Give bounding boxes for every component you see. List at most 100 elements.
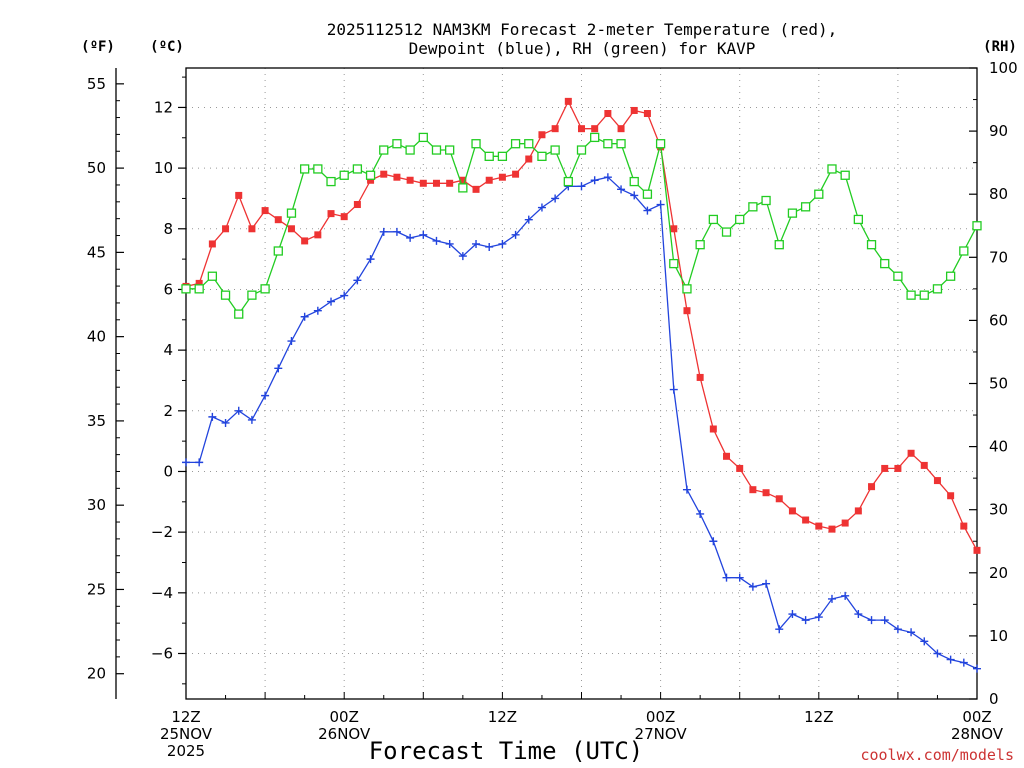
temperature-point [973, 546, 981, 554]
temperature-point [709, 425, 717, 433]
rh-point [260, 284, 270, 294]
fahrenheit-unit-label: (ºF) [81, 39, 115, 55]
fahrenheit-tick-label: 50 [87, 159, 106, 177]
temperature-point [960, 522, 968, 530]
dewpoint-point [577, 182, 586, 191]
temperature-point [881, 464, 889, 472]
dewpoint-point [182, 458, 190, 467]
rh-point [181, 284, 191, 294]
celsius-tick-label: −6 [151, 644, 173, 662]
temperature-point [446, 179, 454, 187]
temperature-point [630, 106, 638, 114]
rh-point [642, 189, 653, 199]
dewpoint-point [775, 625, 784, 634]
dewpoint-point [788, 610, 797, 619]
dewpoint-point [880, 616, 889, 625]
temperature-point [828, 525, 836, 533]
dewpoint-point [485, 242, 494, 251]
rh-point [695, 240, 705, 250]
temperature-point [920, 461, 928, 469]
plot-frame [185, 67, 978, 700]
rh-tick-label: 70 [989, 248, 1008, 266]
dewpoint-point [313, 306, 322, 315]
dewpoint-point [247, 415, 256, 424]
temperature-point [393, 173, 401, 181]
axes-layer: 121086420−2−4−65550454035302520100908070… [87, 59, 1018, 760]
dewpoint-point [537, 203, 546, 212]
rh-point [445, 145, 455, 155]
temperature-point [643, 110, 651, 118]
rh-point [392, 139, 402, 149]
x-tick-label: 2025 [167, 742, 205, 760]
rh-point [972, 221, 982, 231]
rh-point [893, 271, 903, 281]
temperature-point [222, 225, 230, 233]
dewpoint-point [682, 485, 691, 494]
dewpoint-point [406, 233, 415, 242]
temperature-point [340, 213, 348, 221]
temperature-point [512, 170, 520, 178]
temperature-point [432, 179, 440, 187]
fahrenheit-tick-label: 35 [87, 412, 106, 430]
fahrenheit-tick-label: 45 [87, 243, 106, 261]
rh-tick-label: 20 [989, 564, 1008, 582]
rh-point [431, 145, 442, 155]
dewpoint-point [432, 236, 441, 245]
temperature-point [947, 492, 955, 500]
celsius-tick-label: 4 [163, 341, 173, 359]
dewpoint-point [762, 579, 771, 588]
fahrenheit-tick-label: 55 [87, 75, 106, 93]
temperature-point [498, 173, 506, 181]
celsius-tick-label: 6 [163, 280, 173, 298]
rh-point [919, 290, 929, 300]
temperature-point [551, 125, 559, 133]
rh-point [510, 139, 521, 149]
dewpoint-point [920, 637, 929, 646]
rh-point [629, 176, 639, 187]
rh-point [576, 145, 587, 155]
temperature-point [933, 477, 941, 485]
rh-point [563, 176, 573, 187]
dewpoint-point [590, 176, 599, 185]
rh-point [247, 290, 257, 300]
rh-point [906, 290, 916, 300]
rh-point [234, 309, 244, 319]
rh-tick-label: 50 [989, 375, 1008, 393]
temperature-point [907, 449, 915, 457]
rh-point [207, 271, 218, 281]
temperature-point [472, 185, 480, 193]
temperature-point [287, 225, 295, 233]
dewpoint-point [458, 252, 467, 261]
temperature-point [868, 483, 876, 491]
dewpoint-point [854, 610, 863, 619]
dewpoint-point [419, 230, 428, 239]
rh-point [800, 202, 811, 212]
x-axis-label: Forecast Time (UTC) [369, 737, 644, 765]
dewpoint-point [287, 337, 296, 346]
rh-point [194, 284, 204, 294]
dewpoint-point [195, 458, 204, 467]
chart-title-line2: Dewpoint (blue), RH (green) for KAVP [409, 39, 756, 58]
x-tick-label: 00Z [962, 708, 991, 726]
dewpoint-point [867, 616, 876, 625]
rh-point [352, 164, 363, 174]
rh-point [814, 189, 824, 199]
dewpoint-point [814, 613, 823, 622]
temperature-point [248, 225, 256, 233]
chart-title-line1: 2025112512 NAM3KM Forecast 2-meter Tempe… [327, 20, 838, 39]
dewpoint-point [524, 215, 533, 224]
temperature-point [419, 179, 427, 187]
x-tick-label: 12Z [488, 708, 517, 726]
dewpoint-point [709, 537, 718, 546]
dewpoint-point [208, 412, 217, 421]
rh-tick-label: 100 [989, 59, 1018, 77]
rh-point [932, 284, 943, 294]
dewpoint-point [841, 591, 850, 600]
rh-point [299, 164, 310, 174]
rh-point [524, 139, 534, 149]
dewpoint-point [472, 239, 481, 248]
rh-point [787, 208, 798, 218]
rh-point [379, 145, 389, 155]
dewpoint-point [748, 582, 757, 591]
